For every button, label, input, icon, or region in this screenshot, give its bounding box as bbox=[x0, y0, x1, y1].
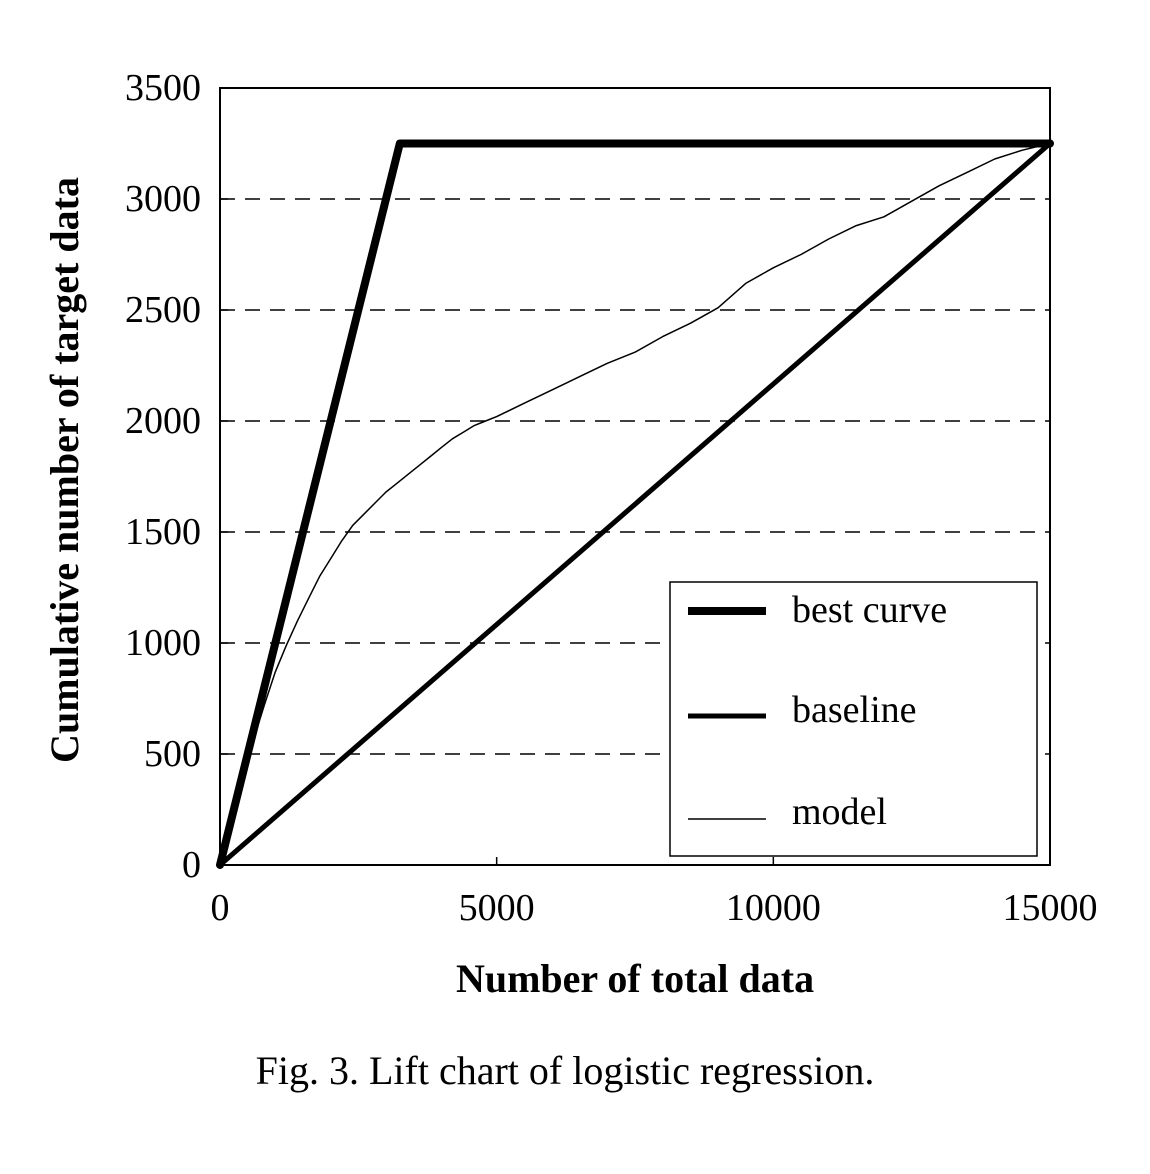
y-tick-label: 3000 bbox=[125, 178, 201, 220]
y-tick-label: 2000 bbox=[125, 400, 201, 442]
y-tick-label: 0 bbox=[182, 844, 201, 886]
y-tick-label: 2500 bbox=[125, 289, 201, 331]
plot-frame bbox=[219, 87, 1051, 866]
legend-box bbox=[669, 581, 1038, 857]
series-best-curve bbox=[216, 139, 1054, 869]
y-tick-label: 1500 bbox=[125, 511, 201, 553]
y-tick-labels: 0 500 1000 1500 2000 2500 3000 3500 bbox=[125, 67, 201, 886]
x-tick-labels: 0 5000 10000 15000 bbox=[211, 887, 1098, 929]
y-tick-label: 500 bbox=[144, 733, 201, 775]
y-tick-label: 1000 bbox=[125, 622, 201, 664]
series-baseline bbox=[217, 141, 1053, 868]
figure-caption: Fig. 3. Lift chart of logistic regressio… bbox=[256, 1048, 875, 1093]
y-axis-title: Cumulative number of target data bbox=[42, 177, 87, 763]
tick-marks bbox=[219, 87, 1051, 866]
legend: best curve baseline model bbox=[669, 581, 1038, 857]
legend-label-best-curve: best curve bbox=[792, 589, 947, 631]
gridlines bbox=[220, 198, 1050, 755]
x-tick-label: 10000 bbox=[726, 887, 821, 929]
series-lines bbox=[216, 139, 1054, 869]
x-tick-label: 15000 bbox=[1003, 887, 1098, 929]
x-axis-title: Number of total data bbox=[456, 956, 814, 1001]
x-tick-label: 0 bbox=[211, 887, 230, 929]
series-model bbox=[219, 142, 1051, 866]
legend-label-baseline: baseline bbox=[792, 689, 917, 731]
x-tick-label: 5000 bbox=[459, 887, 535, 929]
legend-label-model: model bbox=[792, 791, 887, 833]
y-tick-label: 3500 bbox=[125, 67, 201, 109]
